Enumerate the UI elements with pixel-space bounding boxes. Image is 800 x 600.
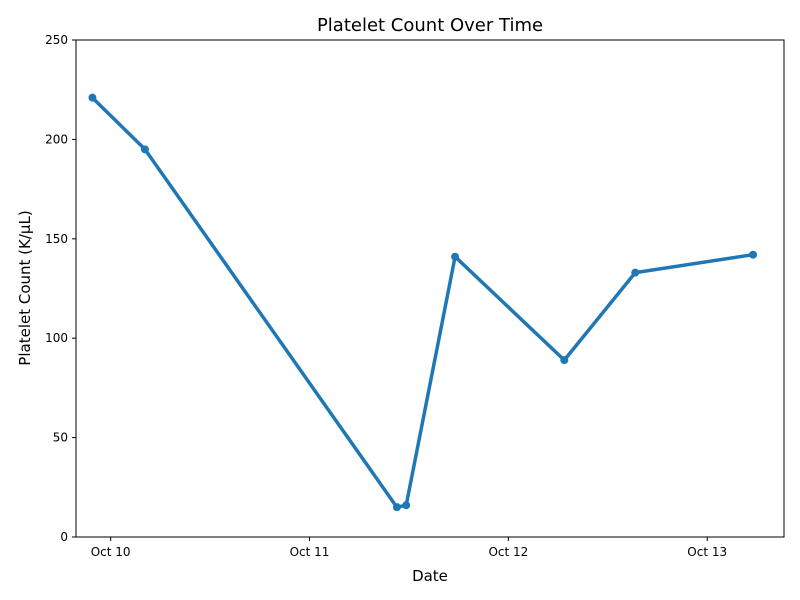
y-tick-label: 50	[53, 431, 68, 445]
y-tick-label: 250	[45, 33, 68, 47]
y-tick-label: 0	[60, 530, 68, 544]
data-point	[451, 252, 460, 261]
data-point	[140, 145, 149, 154]
x-tick-label: Oct 13	[687, 545, 727, 559]
series-line	[90, 95, 755, 509]
plot-area	[88, 93, 758, 512]
x-axis-label: Date	[412, 567, 448, 585]
data-point	[392, 503, 401, 512]
data-point	[749, 250, 758, 259]
y-tick-label: 100	[45, 331, 68, 345]
x-tick-label: Oct 10	[91, 545, 131, 559]
x-tick-label: Oct 11	[290, 545, 330, 559]
data-point	[88, 93, 97, 102]
data-point	[631, 268, 640, 277]
x-tick-label: Oct 12	[488, 545, 528, 559]
data-point	[560, 356, 569, 365]
y-tick-label: 150	[45, 232, 68, 246]
data-point	[402, 501, 411, 510]
y-tick-label: 200	[45, 132, 68, 146]
axes: 0 50 100 150 200 250 Oct 10 Oct 11 Oct 12 Oct 13	[45, 33, 785, 559]
y-axis-label: Platelet Count (K/µL)	[16, 210, 34, 365]
chart-title: Platelet Count Over Time	[317, 15, 543, 36]
plot-frame	[75, 39, 785, 538]
